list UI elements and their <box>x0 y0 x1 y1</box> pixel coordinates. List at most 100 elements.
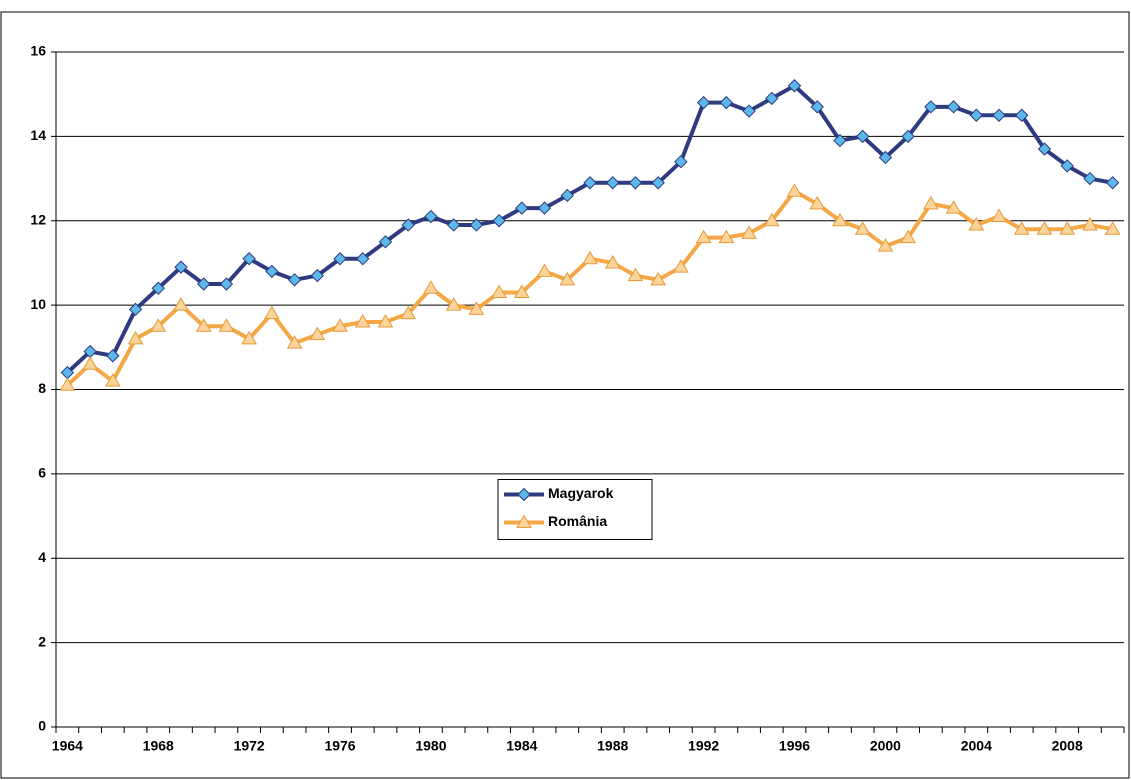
marker <box>517 487 531 502</box>
marker <box>491 284 507 298</box>
marker <box>218 318 235 332</box>
marker <box>696 95 711 110</box>
marker <box>127 330 144 345</box>
x-tick-label: 1980 <box>415 738 446 754</box>
x-tick-label: 2008 <box>1052 738 1083 754</box>
marker <box>1104 221 1121 235</box>
marker <box>309 326 326 341</box>
marker <box>855 129 870 144</box>
y-tick-label: 6 <box>38 465 46 481</box>
marker <box>469 218 484 232</box>
marker <box>242 252 256 266</box>
marker <box>809 195 826 210</box>
x-tick-label: 1996 <box>779 738 810 754</box>
marker <box>400 305 417 320</box>
marker <box>559 271 576 286</box>
marker <box>264 305 280 320</box>
y-tick-label: 0 <box>38 718 46 734</box>
marker <box>810 100 824 114</box>
marker <box>1082 216 1098 231</box>
marker <box>673 259 689 273</box>
marker <box>1083 171 1097 186</box>
marker <box>832 212 848 227</box>
y-tick-label: 4 <box>38 549 46 565</box>
y-tick-label: 14 <box>30 127 46 143</box>
y-tick-label: 12 <box>30 211 46 227</box>
marker <box>854 221 871 235</box>
marker <box>582 250 598 265</box>
marker <box>219 277 234 291</box>
marker <box>1105 176 1120 190</box>
marker <box>786 183 803 197</box>
x-tick-label: 1976 <box>324 738 355 754</box>
marker <box>310 268 325 283</box>
y-tick-label: 2 <box>38 633 46 649</box>
marker <box>674 154 688 169</box>
marker <box>287 273 302 287</box>
marker <box>945 200 962 214</box>
marker <box>356 252 370 266</box>
marker <box>719 95 734 110</box>
marker <box>1060 159 1074 173</box>
legend-label: România <box>548 513 607 529</box>
marker <box>718 229 735 244</box>
marker <box>992 108 1006 122</box>
marker <box>765 91 779 106</box>
chart-frame <box>0 11 1130 779</box>
marker <box>378 235 393 249</box>
x-tick-label: 1972 <box>234 738 265 754</box>
marker <box>104 373 121 387</box>
marker <box>286 335 303 349</box>
marker <box>173 297 189 311</box>
x-tick-label: 1984 <box>506 738 537 754</box>
marker <box>1037 142 1052 156</box>
marker <box>991 208 1007 223</box>
marker <box>1036 221 1053 235</box>
marker <box>332 318 348 332</box>
marker <box>377 314 394 328</box>
marker <box>468 301 485 315</box>
marker <box>695 229 712 244</box>
marker <box>59 377 76 391</box>
marker <box>628 176 643 190</box>
marker <box>241 330 258 345</box>
marker <box>424 209 438 224</box>
marker <box>446 218 461 232</box>
marker <box>174 260 188 274</box>
x-tick-label: 1964 <box>52 738 83 754</box>
x-tick-label: 2004 <box>961 738 992 754</box>
x-tick-label: 1988 <box>597 738 628 754</box>
marker <box>445 297 462 311</box>
y-tick-label: 16 <box>30 43 46 59</box>
marker <box>877 238 894 252</box>
marker <box>763 212 780 227</box>
marker <box>650 271 667 286</box>
x-tick-label: 1992 <box>688 738 719 754</box>
marker <box>969 108 984 122</box>
marker <box>901 129 915 144</box>
marker <box>423 280 439 294</box>
marker <box>128 302 143 317</box>
y-tick-label: 10 <box>30 296 46 312</box>
marker <box>106 349 120 363</box>
y-tick-label: 8 <box>38 380 46 396</box>
marker <box>150 318 167 332</box>
marker <box>82 356 98 370</box>
marker <box>1059 221 1076 235</box>
marker <box>833 133 847 148</box>
marker <box>583 176 597 190</box>
marker <box>1013 221 1030 235</box>
marker <box>627 267 644 282</box>
marker <box>537 201 552 215</box>
legend-label: Magyarok <box>548 485 614 501</box>
marker <box>924 100 938 114</box>
marker <box>968 216 985 231</box>
marker <box>900 229 916 244</box>
marker <box>604 254 621 269</box>
marker <box>1015 108 1029 122</box>
legend: Magyarok România <box>497 479 653 540</box>
marker <box>151 281 165 295</box>
marker <box>536 263 553 277</box>
marker <box>922 195 939 210</box>
